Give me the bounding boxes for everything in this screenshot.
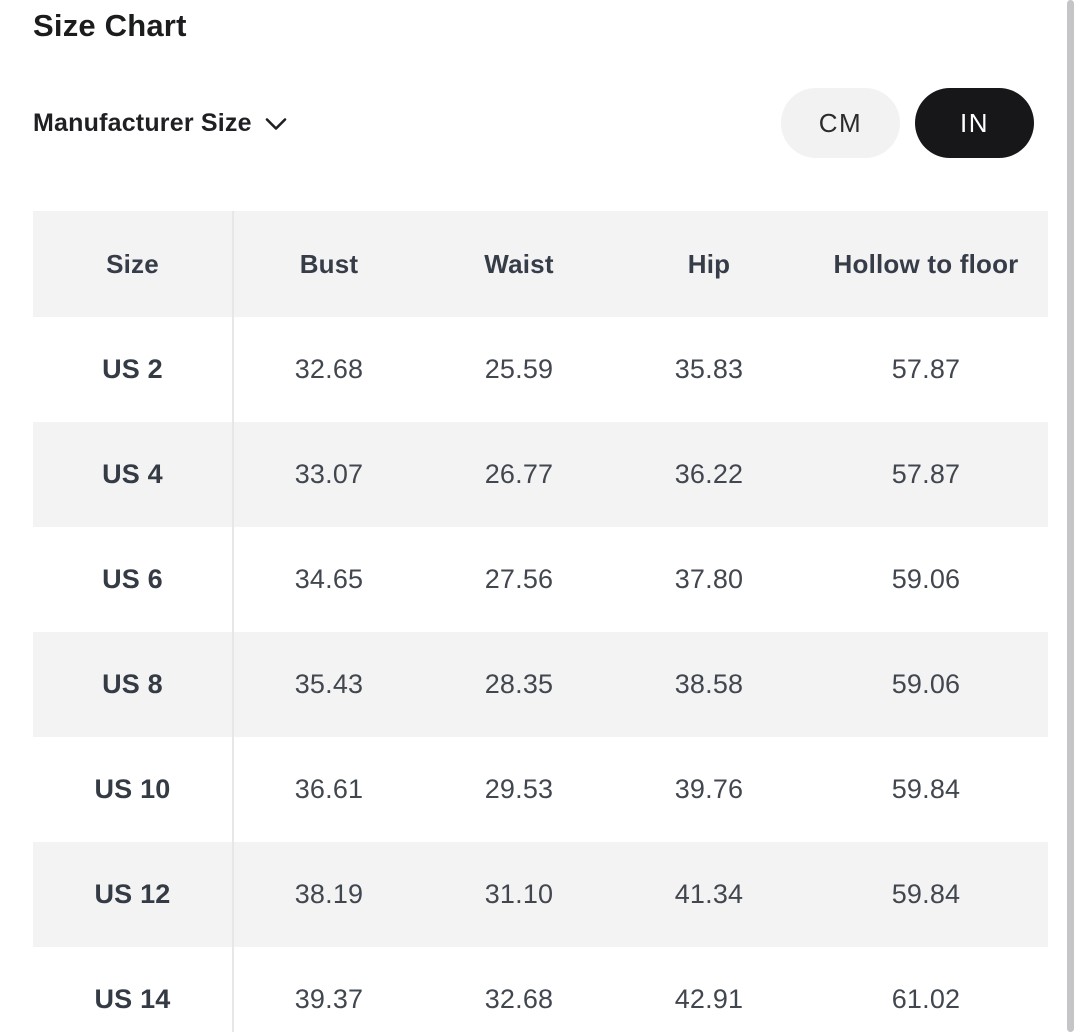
- value-cell: 37.80: [674, 564, 744, 594]
- column-header-hip: Hip: [687, 248, 731, 279]
- size-cell: US 10: [33, 737, 234, 842]
- value-cell: 31.10: [484, 879, 554, 909]
- value-cell: 59.06: [891, 669, 961, 699]
- value-cell: 35.43: [294, 669, 364, 699]
- value-cell: 26.77: [484, 459, 554, 489]
- size-table: Size Bust Waist Hip Hollow to floor US 2…: [33, 211, 1048, 1032]
- value-cell: 59.84: [891, 774, 961, 804]
- size-cell: US 2: [33, 317, 234, 422]
- scrollbar[interactable]: [1067, 0, 1074, 1032]
- unit-cm-button[interactable]: CM: [781, 88, 900, 158]
- value-cell: 38.58: [674, 669, 744, 699]
- value-cell: 33.07: [294, 459, 364, 489]
- value-cell: 34.65: [294, 564, 364, 594]
- value-cell: 57.87: [891, 459, 961, 489]
- value-cell: 59.06: [891, 564, 961, 594]
- chevron-down-icon: [265, 117, 287, 134]
- table-row: US 12 38.19 31.10 41.34 59.84: [33, 842, 1048, 947]
- table-row: US 4 33.07 26.77 36.22 57.87: [33, 422, 1048, 527]
- value-cell: 42.91: [674, 984, 744, 1014]
- value-cell: 39.37: [294, 984, 364, 1014]
- table-row: US 8 35.43 28.35 38.58 59.06: [33, 632, 1048, 737]
- column-header-waist: Waist: [484, 248, 554, 279]
- size-cell: US 12: [33, 842, 234, 947]
- size-cell: US 8: [33, 632, 234, 737]
- value-cell: 36.22: [674, 459, 744, 489]
- column-header-bust: Bust: [299, 248, 359, 279]
- manufacturer-size-label: Manufacturer Size: [33, 108, 252, 137]
- value-cell: 32.68: [484, 984, 554, 1014]
- size-cell: US 14: [33, 947, 234, 1032]
- table-row: US 10 36.61 29.53 39.76 59.84: [33, 737, 1048, 842]
- manufacturer-size-selector[interactable]: Manufacturer Size: [33, 109, 287, 138]
- value-cell: 59.84: [891, 879, 961, 909]
- table-body: US 2 32.68 25.59 35.83 57.87 US 4 33.07 26.77 36…: [33, 317, 1048, 1032]
- value-cell: 36.61: [294, 774, 364, 804]
- table-row: US 6 34.65 27.56 37.80 59.06: [33, 527, 1048, 632]
- size-cell: US 6: [33, 527, 234, 632]
- value-cell: 57.87: [891, 354, 961, 384]
- value-cell: 29.53: [484, 774, 554, 804]
- selector-row: Manufacturer Size CM IN: [33, 88, 1048, 158]
- value-cell: 35.83: [674, 354, 744, 384]
- column-header-hollow-to-floor: Hollow to floor: [833, 248, 1019, 279]
- unit-toggle-group: CM IN: [781, 88, 1034, 158]
- size-cell: US 4: [33, 422, 234, 527]
- value-cell: 32.68: [294, 354, 364, 384]
- table-row: US 2 32.68 25.59 35.83 57.87: [33, 317, 1048, 422]
- value-cell: 25.59: [484, 354, 554, 384]
- unit-in-button[interactable]: IN: [915, 88, 1034, 158]
- value-cell: 27.56: [484, 564, 554, 594]
- value-cell: 61.02: [891, 984, 961, 1014]
- table-header-row: Size Bust Waist Hip Hollow to floor: [33, 211, 1048, 317]
- value-cell: 28.35: [484, 669, 554, 699]
- column-header-size: Size: [33, 211, 234, 317]
- value-cell: 41.34: [674, 879, 744, 909]
- table-row: US 14 39.37 32.68 42.91 61.02: [33, 947, 1048, 1032]
- value-cell: 39.76: [674, 774, 744, 804]
- page-title: Size Chart: [33, 8, 187, 43]
- value-cell: 38.19: [294, 879, 364, 909]
